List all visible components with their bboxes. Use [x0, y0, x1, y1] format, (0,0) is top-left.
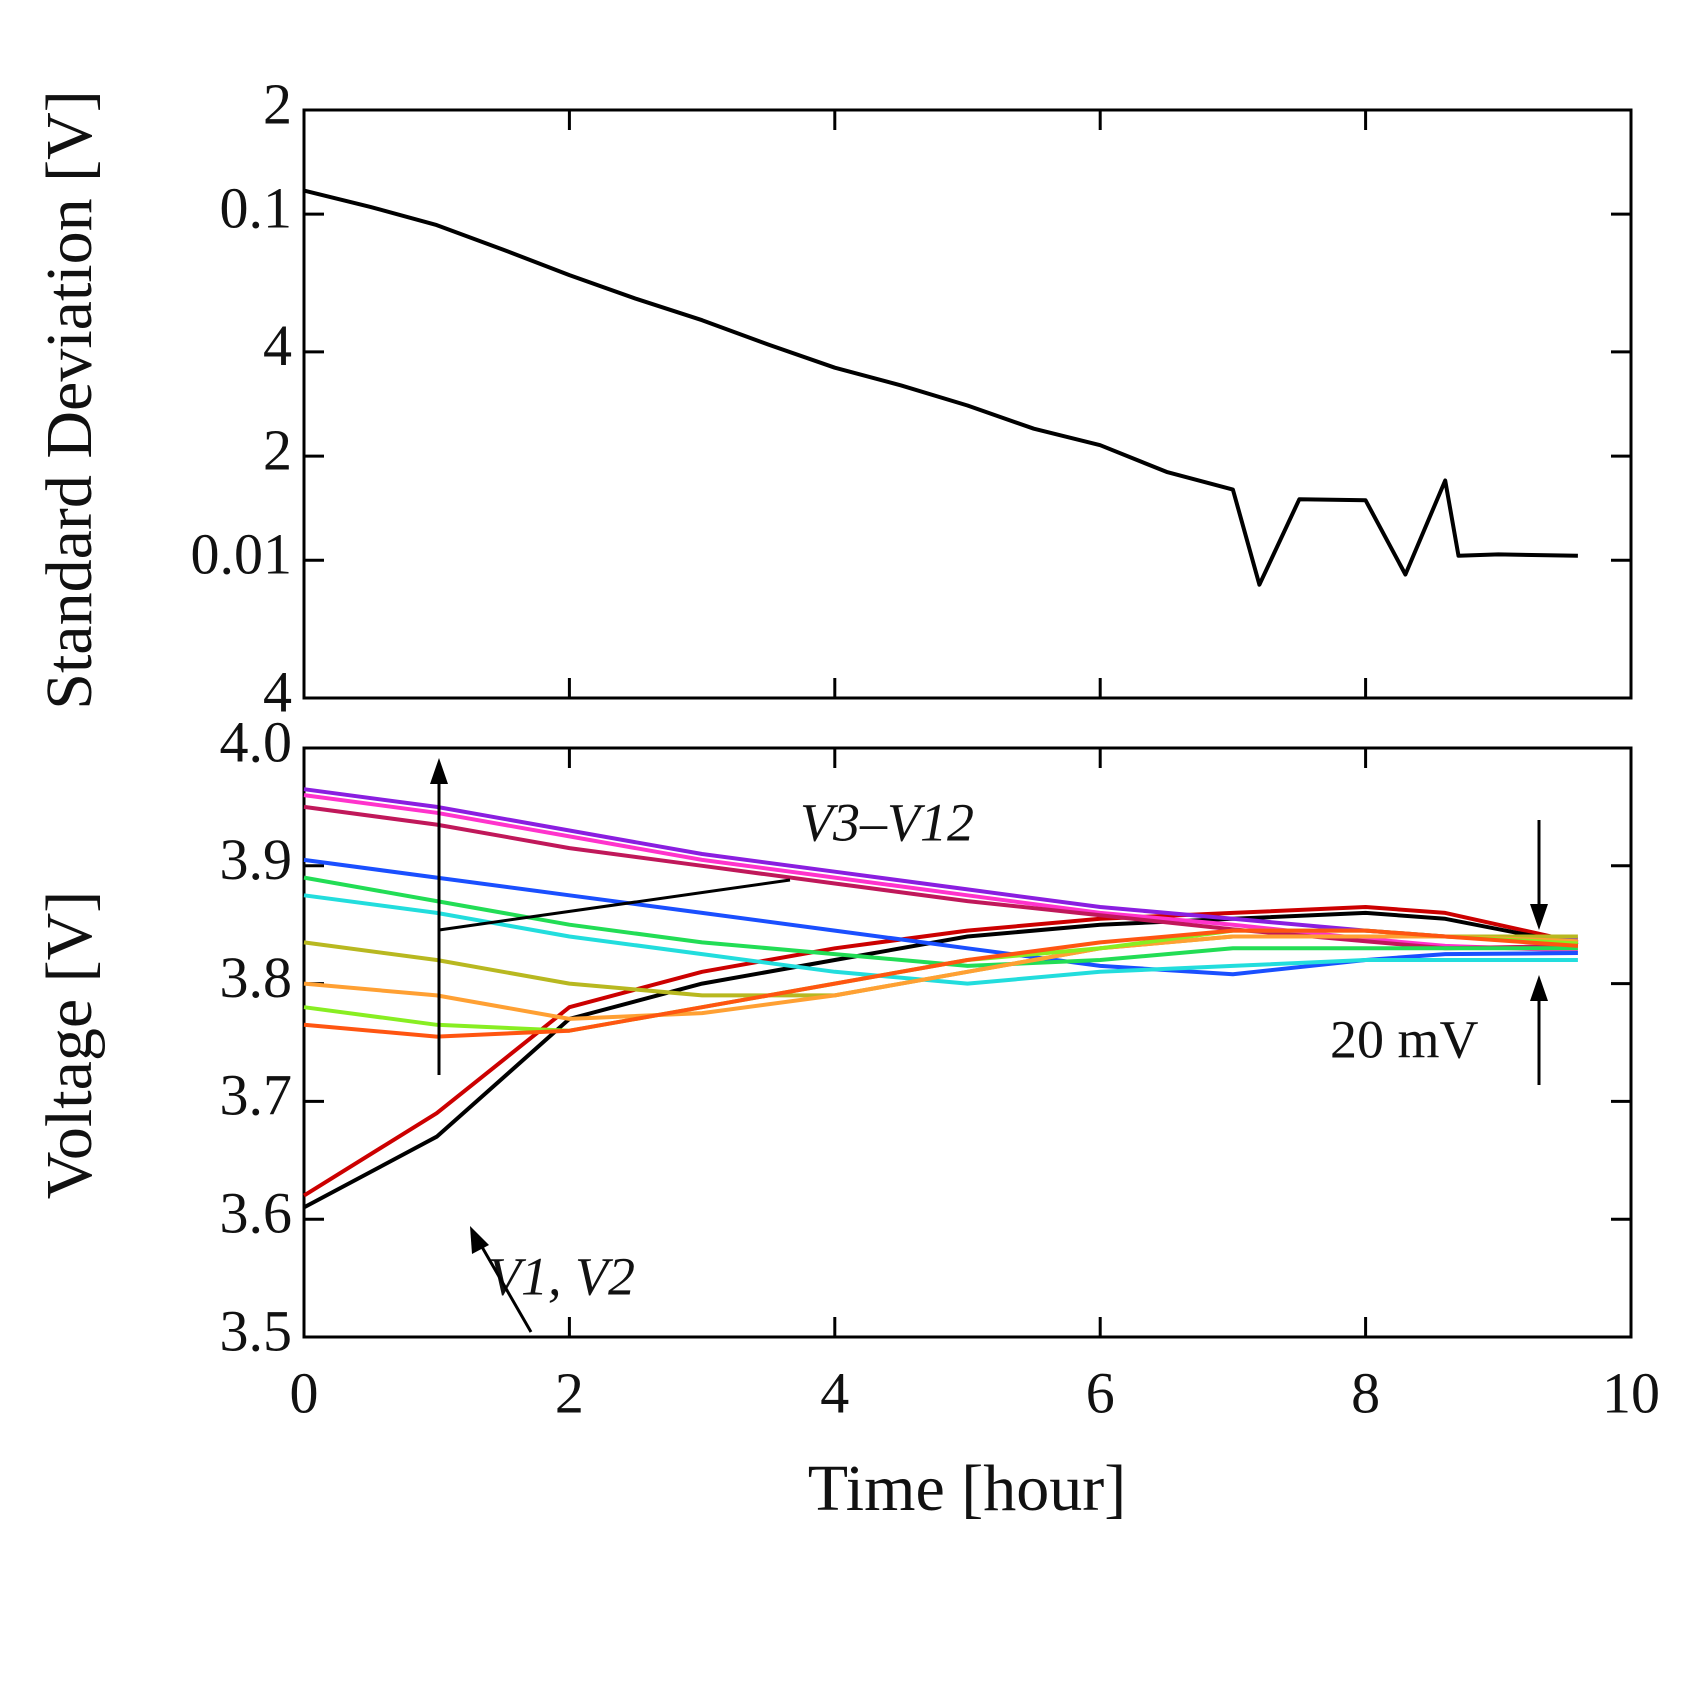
data-line [303, 188, 1578, 587]
x-tick-label: 4 [820, 1360, 849, 1425]
y-tick-label: 4 [263, 313, 292, 378]
y-tick-label: 3.6 [220, 1181, 293, 1246]
annotation-line [476, 1239, 533, 1333]
annotation: 20 mV [1330, 1009, 1479, 1069]
y-tick-label: 0.1 [220, 175, 293, 240]
data-line [302, 905, 1579, 1198]
data-line [303, 910, 1579, 1210]
y-tick-label: 3.8 [220, 945, 293, 1010]
y-axis-label: Standard Deviation [V] [33, 90, 106, 710]
annotation: V1, V2 [488, 1246, 635, 1306]
y-tick-label: 3.7 [220, 1063, 293, 1128]
data-line [303, 804, 1578, 951]
x-tick-label: 8 [1351, 1360, 1380, 1425]
x-axis-label: Time [hour] [808, 1452, 1126, 1525]
arrow-head [1530, 975, 1548, 1001]
data-line [303, 793, 1578, 953]
plot-frame [302, 108, 1633, 700]
data-line [303, 928, 1579, 1039]
x-tick-label: 0 [290, 1360, 319, 1425]
arrow-head [470, 1226, 489, 1254]
y-tick-label: 3.9 [220, 827, 293, 892]
x-tick-label: 2 [555, 1360, 584, 1425]
data-line [303, 934, 1578, 1021]
plot-frame [302, 746, 1633, 1339]
data-line [303, 857, 1578, 977]
annotation-line [438, 878, 791, 932]
y-tick-label: 2 [263, 71, 292, 136]
y-tick-label: 3.5 [220, 1298, 293, 1363]
y-axis-label: Voltage [V] [33, 891, 106, 1200]
data-line [303, 893, 1578, 986]
y-tick-label: 2 [263, 417, 292, 482]
annotation: V3–V12 [800, 792, 974, 852]
arrow-head [1530, 904, 1548, 930]
x-tick-label: 10 [1602, 1360, 1660, 1425]
y-tick-label: 4 [263, 659, 292, 724]
y-tick-label: 0.01 [191, 522, 293, 587]
y-tick-label: 4.0 [220, 709, 293, 774]
x-tick-label: 6 [1086, 1360, 1115, 1425]
arrow-head [430, 758, 448, 784]
